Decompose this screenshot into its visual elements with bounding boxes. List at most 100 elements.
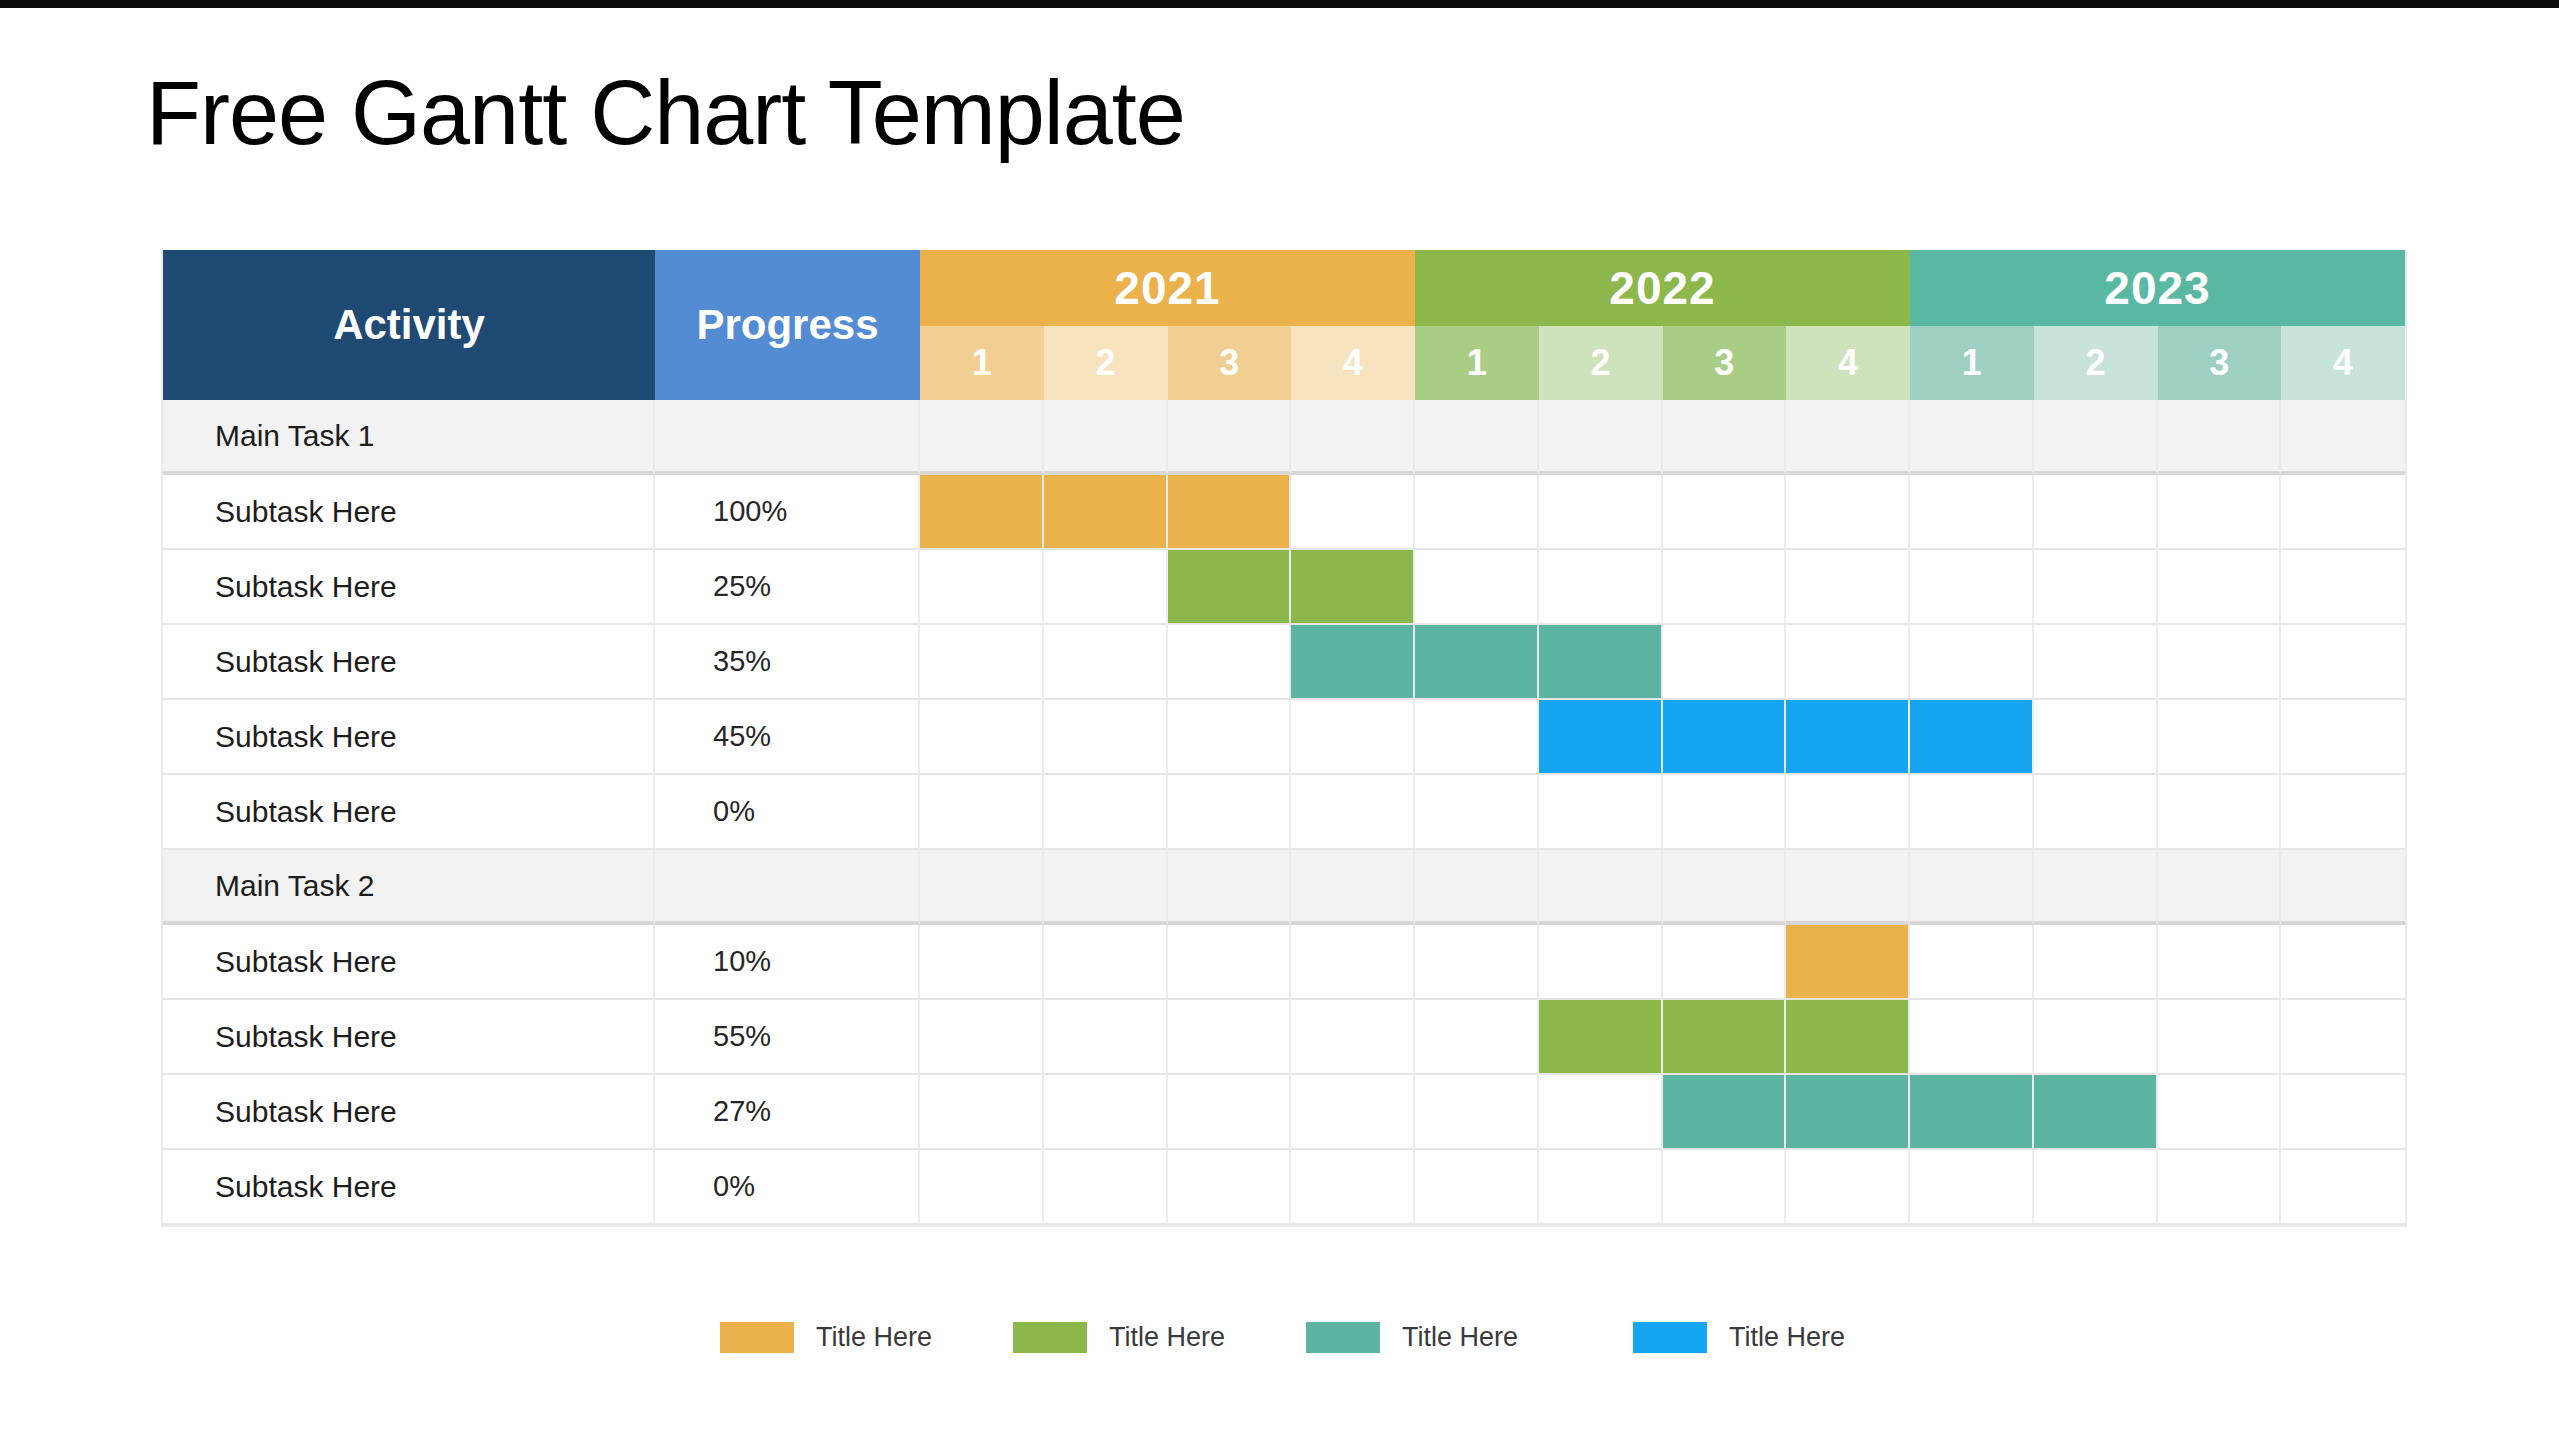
quarter-cell xyxy=(1786,850,1910,925)
progress-cell: 25% xyxy=(655,550,920,625)
quarter-cell xyxy=(2034,400,2158,475)
quarter-cell xyxy=(2281,1000,2405,1075)
quarter-cell xyxy=(1663,1150,1787,1225)
gantt-bar-cell xyxy=(1539,1000,1663,1075)
gantt-bar-cell xyxy=(1291,625,1415,700)
legend-swatch-teal xyxy=(1306,1322,1380,1353)
quarter-cell xyxy=(1786,475,1910,550)
progress-cell: 27% xyxy=(655,1075,920,1150)
quarter-cell xyxy=(1044,1000,1168,1075)
quarter-cell xyxy=(920,1075,1044,1150)
quarter-cell xyxy=(1786,625,1910,700)
quarter-cell xyxy=(1415,1000,1539,1075)
quarter-cell xyxy=(2158,550,2282,625)
gantt-bar-cell xyxy=(1415,625,1539,700)
quarter-cell xyxy=(2281,1075,2405,1150)
quarter-cell xyxy=(1291,1000,1415,1075)
quarter-header-2022-q3: 3 xyxy=(1663,326,1787,400)
quarter-cell xyxy=(920,1150,1044,1225)
legend-label: Title Here xyxy=(816,1322,932,1353)
quarter-header-2021-q3: 3 xyxy=(1168,326,1292,400)
quarter-cell xyxy=(920,550,1044,625)
quarter-cell xyxy=(1663,850,1787,925)
quarter-cell xyxy=(1044,400,1168,475)
quarter-cell xyxy=(2281,775,2405,850)
window-top-edge xyxy=(0,0,2559,8)
quarter-cell xyxy=(2281,550,2405,625)
quarter-cell xyxy=(2281,700,2405,775)
gantt-table: Activity Progress 2021 2022 2023 1 2 3 4… xyxy=(161,250,2407,1227)
quarter-cell xyxy=(1663,625,1787,700)
quarter-cell xyxy=(920,625,1044,700)
progress-cell xyxy=(655,400,920,475)
quarter-cell xyxy=(1539,925,1663,1000)
quarter-header-2022-q2: 2 xyxy=(1539,326,1663,400)
quarter-cell xyxy=(2158,1150,2282,1225)
quarter-cell xyxy=(1044,625,1168,700)
subtask-cell: Subtask Here xyxy=(163,1075,655,1150)
gantt-bar-cell xyxy=(1786,700,1910,775)
quarter-cell xyxy=(2158,700,2282,775)
quarter-cell xyxy=(1415,850,1539,925)
quarter-cell xyxy=(1044,1075,1168,1150)
progress-cell xyxy=(655,850,920,925)
quarter-cell xyxy=(1291,1075,1415,1150)
gantt-bar-cell xyxy=(1539,700,1663,775)
quarter-cell xyxy=(1168,925,1292,1000)
quarter-header-2022-q4: 4 xyxy=(1786,326,1910,400)
quarter-cell xyxy=(1291,475,1415,550)
quarter-cell xyxy=(1168,775,1292,850)
quarter-cell xyxy=(2158,1075,2282,1150)
quarter-cell xyxy=(1291,1150,1415,1225)
quarter-cell xyxy=(1044,1150,1168,1225)
subtask-cell: Subtask Here xyxy=(163,475,655,550)
quarter-cell xyxy=(2158,400,2282,475)
progress-cell: 0% xyxy=(655,775,920,850)
subtask-cell: Subtask Here xyxy=(163,775,655,850)
quarter-cell xyxy=(920,850,1044,925)
quarter-cell xyxy=(1168,400,1292,475)
quarter-cell xyxy=(2281,475,2405,550)
quarter-cell xyxy=(1291,925,1415,1000)
main-task-cell: Main Task 1 xyxy=(163,400,655,475)
quarter-cell xyxy=(1786,550,1910,625)
quarter-cell xyxy=(1168,1075,1292,1150)
column-header-activity: Activity xyxy=(163,250,655,400)
gantt-bar-cell xyxy=(920,475,1044,550)
quarter-cell xyxy=(1663,475,1787,550)
progress-cell: 55% xyxy=(655,1000,920,1075)
quarter-cell xyxy=(1910,925,2034,1000)
legend-label: Title Here xyxy=(1729,1322,1845,1353)
gantt-bar-cell xyxy=(1663,700,1787,775)
quarter-cell xyxy=(1168,700,1292,775)
quarter-cell xyxy=(1291,850,1415,925)
gantt-bar-cell xyxy=(1539,625,1663,700)
gantt-bar-cell xyxy=(1663,1075,1787,1150)
quarter-cell xyxy=(2281,625,2405,700)
main-task-cell: Main Task 2 xyxy=(163,850,655,925)
subtask-cell: Subtask Here xyxy=(163,1150,655,1225)
quarter-cell xyxy=(1044,850,1168,925)
column-header-progress: Progress xyxy=(655,250,920,400)
progress-cell: 100% xyxy=(655,475,920,550)
page-title: Free Gantt Chart Template xyxy=(146,62,1185,165)
quarter-cell xyxy=(1910,400,2034,475)
quarter-cell xyxy=(1415,1150,1539,1225)
quarter-header-2021-q4: 4 xyxy=(1291,326,1415,400)
quarter-header-2022-q1: 1 xyxy=(1415,326,1539,400)
quarter-cell xyxy=(1910,550,2034,625)
quarter-cell xyxy=(1044,700,1168,775)
quarter-cell xyxy=(1910,775,2034,850)
quarter-header-2021-q1: 1 xyxy=(920,326,1044,400)
quarter-cell xyxy=(2158,775,2282,850)
quarter-cell xyxy=(1291,775,1415,850)
legend-item: Title Here xyxy=(1013,1322,1225,1353)
quarter-cell xyxy=(1786,400,1910,475)
quarter-cell xyxy=(1415,1075,1539,1150)
legend-item: Title Here xyxy=(720,1322,932,1353)
quarter-cell xyxy=(1663,775,1787,850)
quarter-cell xyxy=(1044,775,1168,850)
subtask-cell: Subtask Here xyxy=(163,1000,655,1075)
gantt-bar-cell xyxy=(1168,475,1292,550)
progress-cell: 35% xyxy=(655,625,920,700)
